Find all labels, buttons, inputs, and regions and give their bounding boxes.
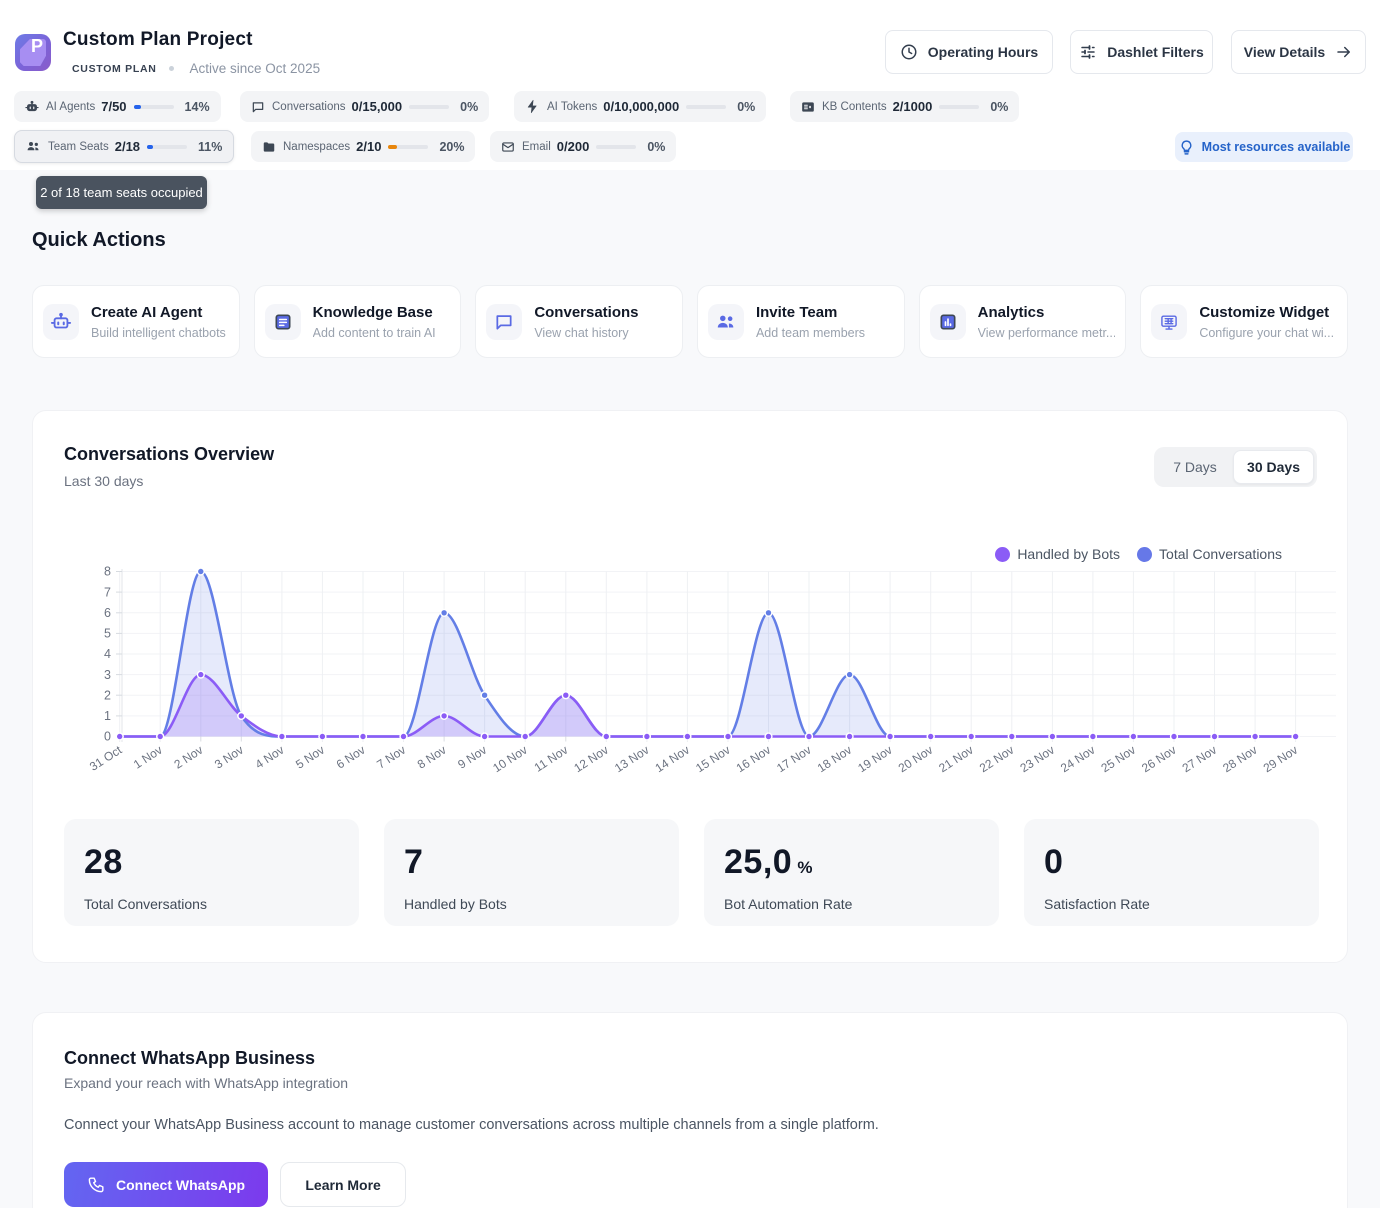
svg-text:7: 7 — [104, 585, 111, 599]
svg-text:4 Nov: 4 Nov — [253, 743, 287, 772]
svg-text:12 Nov: 12 Nov — [571, 743, 611, 775]
svg-text:11 Nov: 11 Nov — [532, 743, 571, 775]
svg-text:20 Nov: 20 Nov — [896, 743, 936, 775]
svg-text:5: 5 — [104, 627, 111, 641]
svg-text:13 Nov: 13 Nov — [612, 743, 652, 775]
svg-text:21 Nov: 21 Nov — [936, 743, 976, 775]
svg-text:9 Nov: 9 Nov — [455, 743, 489, 772]
svg-text:2: 2 — [104, 688, 111, 702]
svg-text:28 Nov: 28 Nov — [1220, 743, 1260, 775]
svg-text:31 Oct: 31 Oct — [87, 742, 125, 773]
svg-text:22 Nov: 22 Nov — [977, 743, 1017, 775]
svg-text:5 Nov: 5 Nov — [293, 743, 327, 772]
svg-text:4: 4 — [104, 647, 111, 661]
svg-text:26 Nov: 26 Nov — [1139, 743, 1179, 775]
svg-text:17 Nov: 17 Nov — [774, 743, 814, 775]
svg-text:10 Nov: 10 Nov — [490, 743, 530, 775]
svg-text:6 Nov: 6 Nov — [334, 743, 368, 772]
svg-text:8: 8 — [104, 565, 111, 579]
svg-text:0: 0 — [104, 730, 111, 744]
svg-text:7 Nov: 7 Nov — [374, 743, 408, 772]
svg-text:15 Nov: 15 Nov — [693, 743, 733, 775]
svg-text:3 Nov: 3 Nov — [212, 743, 246, 772]
svg-text:27 Nov: 27 Nov — [1180, 743, 1220, 775]
svg-text:16 Nov: 16 Nov — [734, 743, 774, 775]
svg-text:24 Nov: 24 Nov — [1058, 743, 1098, 775]
svg-text:19 Nov: 19 Nov — [855, 743, 895, 775]
svg-text:6: 6 — [104, 606, 111, 620]
svg-text:3: 3 — [104, 668, 111, 682]
svg-text:1: 1 — [104, 709, 111, 723]
svg-text:18 Nov: 18 Nov — [815, 743, 855, 775]
svg-text:2 Nov: 2 Nov — [172, 743, 206, 772]
svg-text:1 Nov: 1 Nov — [131, 743, 165, 772]
svg-text:29 Nov: 29 Nov — [1261, 743, 1301, 775]
svg-text:25 Nov: 25 Nov — [1099, 743, 1139, 775]
svg-text:14 Nov: 14 Nov — [653, 743, 693, 775]
svg-text:8 Nov: 8 Nov — [415, 743, 449, 772]
svg-text:23 Nov: 23 Nov — [1018, 743, 1058, 775]
